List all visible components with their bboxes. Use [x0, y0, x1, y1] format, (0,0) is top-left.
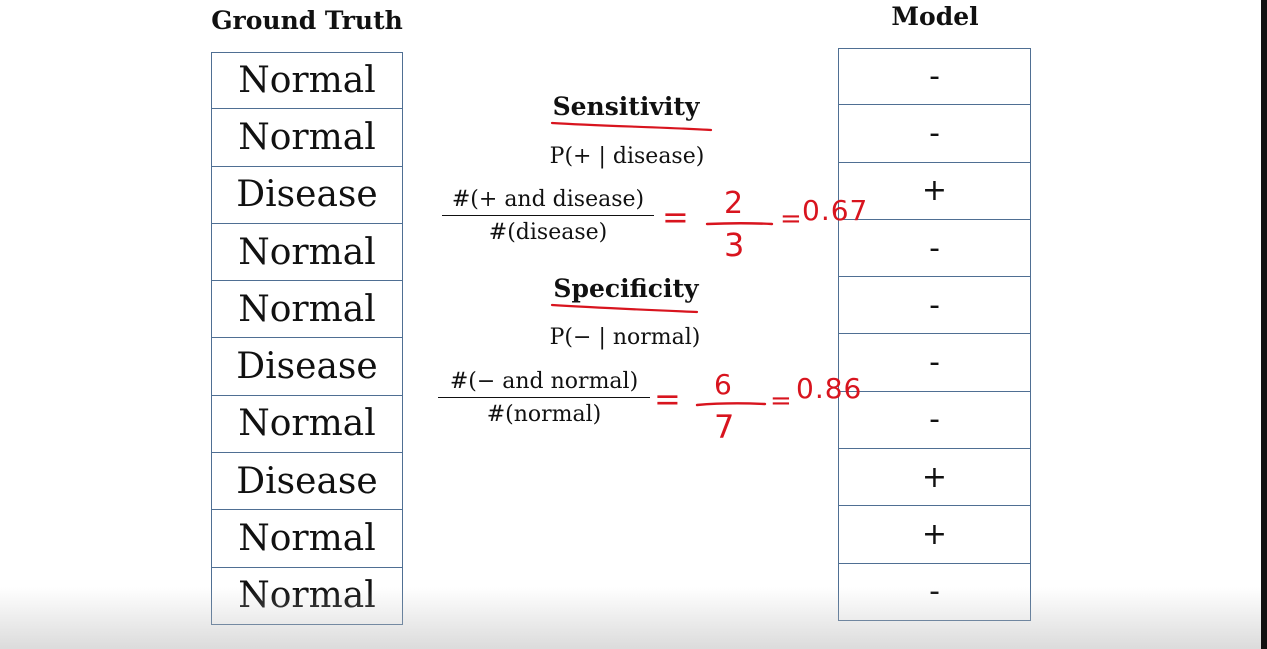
- model-cell: +: [838, 506, 1031, 564]
- ground-truth-cell: Disease: [211, 338, 403, 396]
- specificity-annotation-denominator: 7: [714, 408, 735, 446]
- specificity-equals-2: =: [770, 386, 792, 416]
- specificity-fraction: #(− and normal) #(normal): [438, 369, 650, 427]
- ground-truth-cell: Disease: [211, 166, 403, 224]
- sensitivity-probability: P(+ | disease): [549, 144, 705, 169]
- video-bottom-shade: [0, 587, 1267, 649]
- model-cell: -: [838, 391, 1031, 450]
- model-cell: -: [838, 105, 1031, 163]
- sensitivity-annotation-denominator: 3: [724, 226, 745, 264]
- model-cell: -: [838, 277, 1031, 335]
- ground-truth-column: Normal Normal Disease Normal Normal Dise…: [211, 52, 403, 625]
- model-cell: +: [838, 162, 1031, 220]
- sensitivity-denominator: #(disease): [488, 220, 608, 245]
- specificity-probability: P(− | normal): [549, 325, 701, 350]
- sensitivity-underline: [550, 121, 713, 132]
- ground-truth-cell: Normal: [211, 281, 403, 339]
- model-cell: -: [838, 334, 1031, 392]
- sensitivity-fraction: #(+ and disease) #(disease): [442, 187, 654, 245]
- model-column: - - + - - - - + + -: [838, 48, 1031, 621]
- specificity-fraction-bar: [695, 402, 767, 407]
- sensitivity-result: 0.67: [802, 194, 869, 227]
- video-right-edge: [1261, 0, 1267, 649]
- model-cell: +: [838, 449, 1031, 507]
- model-heading: Model: [891, 2, 979, 31]
- specificity-equals-1: =: [654, 380, 681, 418]
- specificity-title: Specificity: [553, 274, 699, 303]
- ground-truth-cell: Normal: [211, 52, 403, 110]
- ground-truth-cell: Normal: [211, 223, 403, 282]
- sensitivity-equals-2: =: [780, 204, 802, 234]
- sensitivity-annotation-numerator: 2: [724, 186, 744, 221]
- specificity-underline: [550, 303, 699, 314]
- ground-truth-cell: Normal: [211, 510, 403, 568]
- specificity-annotation-numerator: 6: [714, 368, 732, 401]
- sensitivity-numerator: #(+ and disease): [442, 187, 654, 216]
- ground-truth-heading: Ground Truth: [211, 6, 403, 35]
- model-cell: -: [838, 219, 1031, 278]
- sensitivity-title: Sensitivity: [552, 92, 700, 121]
- model-cell: -: [838, 48, 1031, 106]
- specificity-numerator: #(− and normal): [438, 369, 650, 398]
- ground-truth-cell: Normal: [211, 109, 403, 167]
- specificity-denominator: #(normal): [486, 402, 602, 427]
- specificity-result: 0.86: [796, 372, 863, 405]
- sensitivity-equals-1: =: [662, 198, 689, 236]
- ground-truth-cell: Disease: [211, 453, 403, 511]
- ground-truth-cell: Normal: [211, 395, 403, 454]
- sensitivity-fraction-bar: [705, 222, 774, 226]
